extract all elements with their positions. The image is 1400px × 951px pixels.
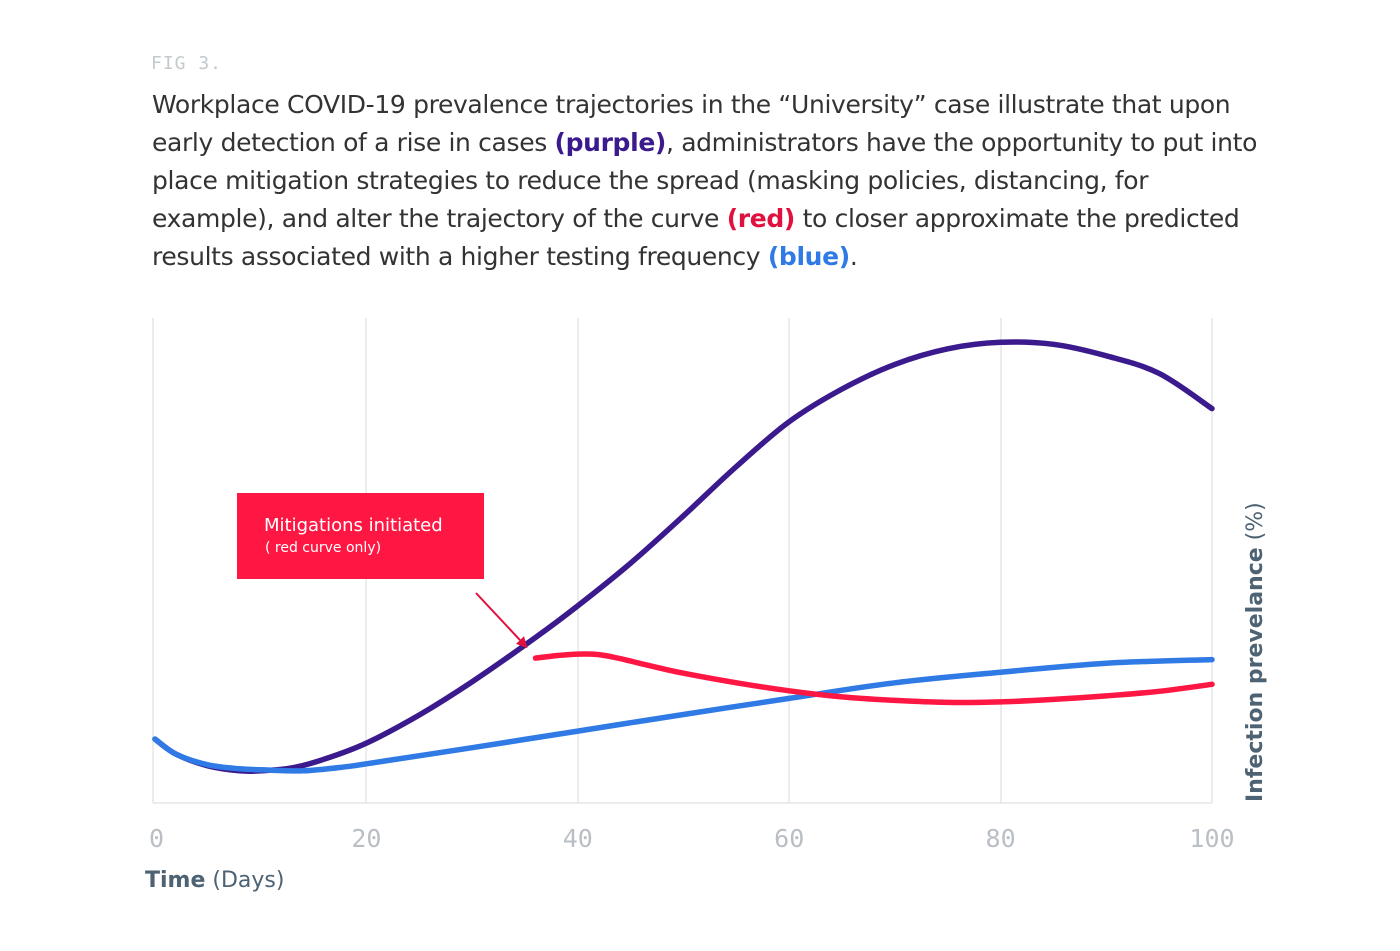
x-tick-label: 100 (1189, 824, 1234, 853)
caption-text: Workplace COVID-19 prevalence trajectori… (152, 90, 1231, 157)
callout-title: Mitigations initiated (264, 515, 443, 536)
caption-highlight: (purple) (554, 128, 667, 157)
callout-arrowhead (516, 636, 528, 649)
x-tick-label: 60 (774, 824, 804, 853)
x-axis-title: Time (Days) (145, 868, 284, 893)
caption-highlight: (red) (726, 204, 796, 233)
y-axis-title: Infection prevelance (%) (1243, 502, 1268, 802)
x-axis-title-main: Time (145, 868, 205, 893)
caption-highlight: (blue) (767, 242, 850, 271)
callout-subtitle: ( red curve only) (265, 540, 381, 556)
y-axis-title-main: Infection prevelance (1243, 547, 1268, 802)
series-line-blue (152, 656, 1215, 774)
caption-text: , administrators have the opportunity to… (152, 128, 1258, 233)
y-axis-title-unit: (%) (1243, 502, 1268, 547)
x-tick-label: 40 (563, 824, 593, 853)
callout-box (237, 493, 484, 579)
figure-label: FIG 3. (151, 53, 223, 74)
callout-arrow (475, 592, 521, 641)
x-tick-label: 20 (351, 824, 381, 853)
annotation-callout: Mitigations initiated ( red curve only) (237, 493, 528, 649)
series-line-red (532, 651, 1215, 706)
figure-caption: Workplace COVID-19 prevalence trajectori… (152, 86, 1272, 276)
x-tick-labels: 0 20 40 60 80 100 (149, 824, 1235, 853)
caption-text: . (849, 242, 858, 271)
x-tick-label: 0 (149, 824, 164, 853)
series-lines (152, 339, 1215, 775)
x-tick-label: 80 (986, 824, 1016, 853)
x-axis-title-unit: (Days) (205, 868, 284, 893)
caption-text: to closer approximate the predicted resu… (152, 204, 1240, 271)
